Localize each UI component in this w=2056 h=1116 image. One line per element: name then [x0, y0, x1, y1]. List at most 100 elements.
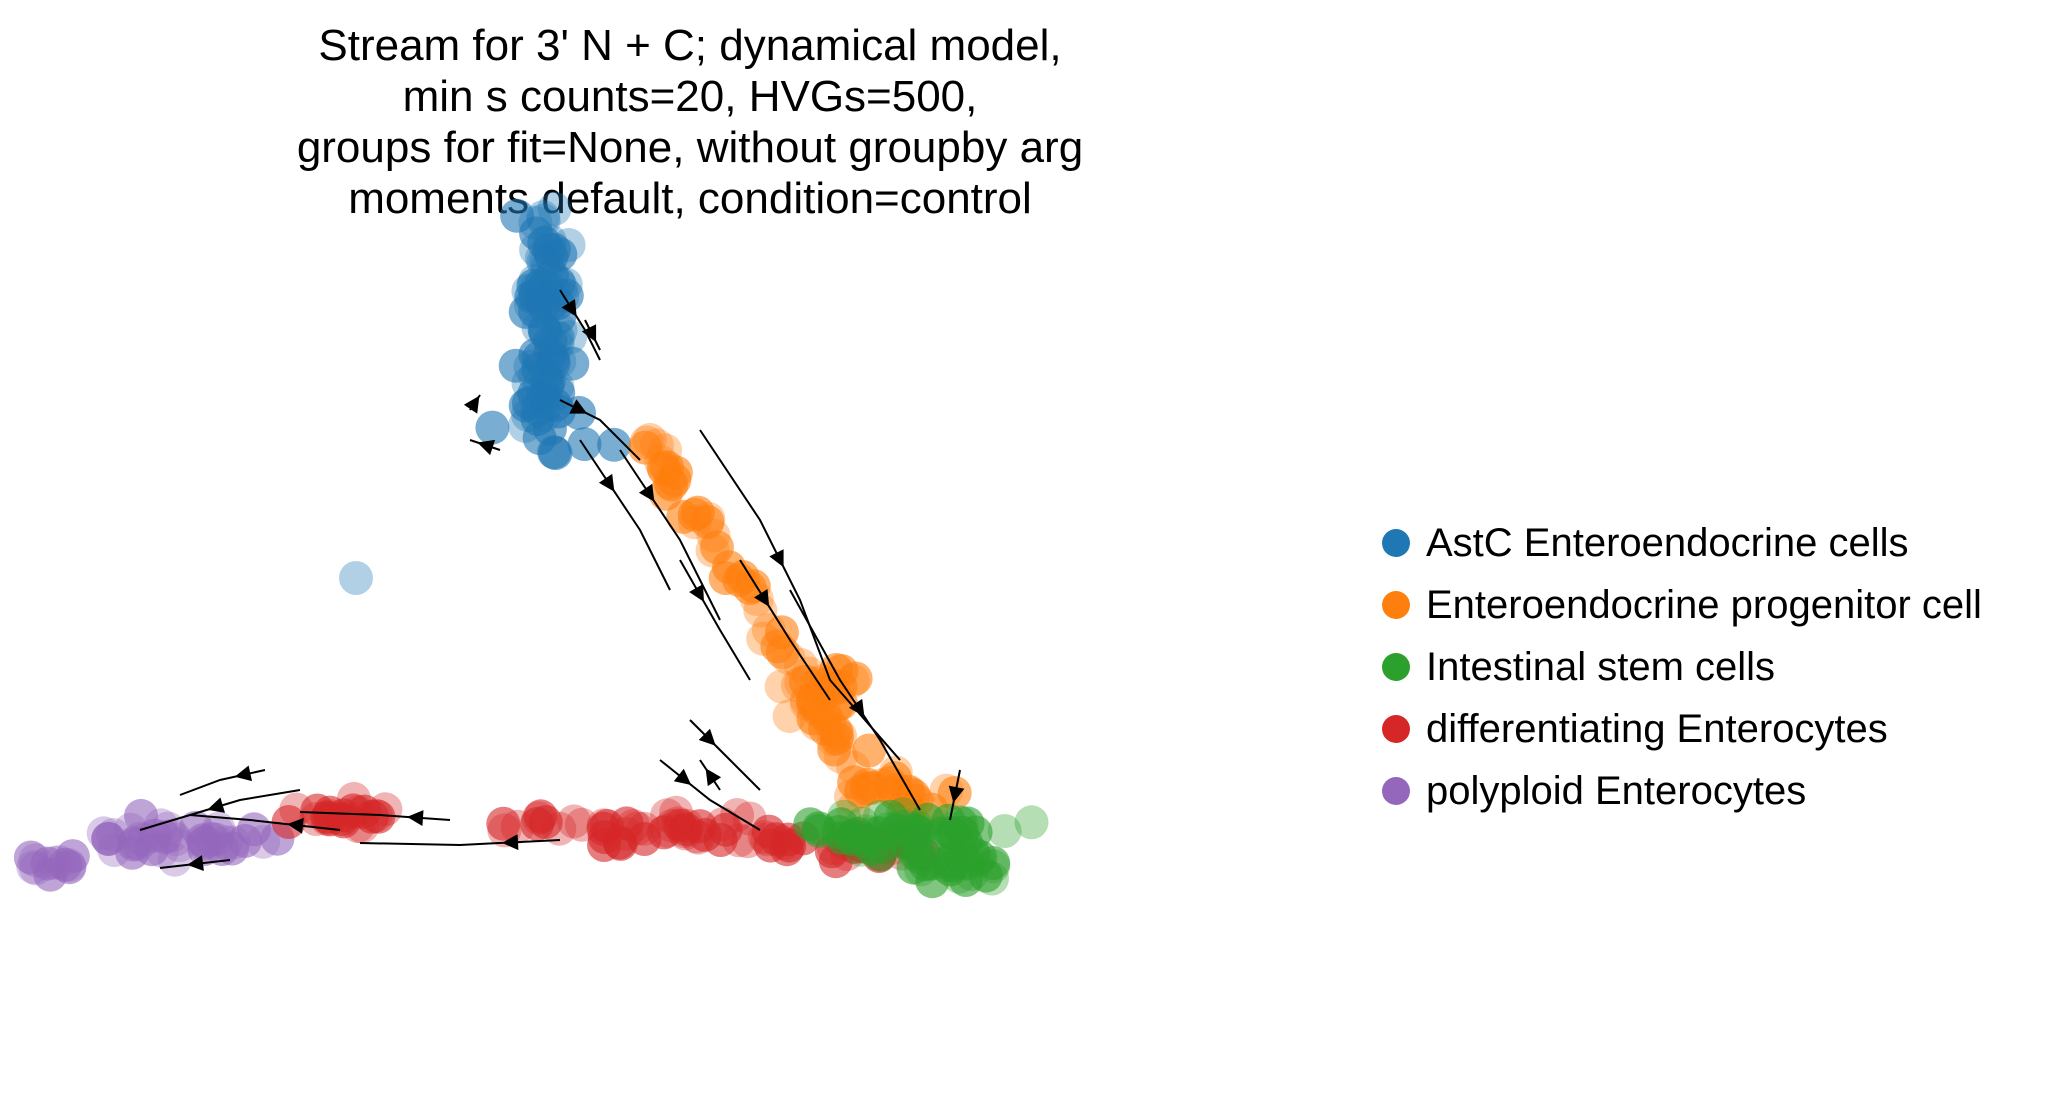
- data-point: [753, 828, 788, 863]
- legend-swatch: [1382, 591, 1410, 619]
- data-point: [205, 832, 239, 866]
- data-point: [528, 398, 562, 433]
- streamline: [299, 811, 451, 821]
- data-point: [904, 852, 938, 887]
- stream-arrowhead: [705, 768, 722, 787]
- streamline: [679, 559, 751, 681]
- data-point: [987, 814, 1022, 848]
- data-point: [933, 852, 968, 887]
- data-point: [300, 793, 335, 828]
- stream-arrowhead: [234, 765, 252, 782]
- stream-arrowhead: [754, 589, 770, 607]
- velocity-streamlines: [139, 289, 965, 871]
- title-line: moments default, condition=control: [348, 174, 1032, 223]
- data-point: [538, 387, 573, 422]
- data-point: [55, 839, 90, 874]
- stream-arrowhead: [698, 728, 716, 746]
- data-point: [823, 719, 858, 754]
- stream-arrowhead: [848, 698, 865, 717]
- data-point: [677, 497, 712, 532]
- data-point: [16, 850, 51, 885]
- streamline: [179, 769, 266, 796]
- data-point: [536, 341, 570, 376]
- stream-arrowhead: [407, 810, 424, 826]
- title-line: groups for fit=None, without groupby arg: [296, 123, 1084, 172]
- stream-arrowhead: [948, 785, 965, 803]
- legend-swatch: [1382, 529, 1410, 557]
- stream-arrowhead: [673, 768, 692, 785]
- scatter-points: [13, 191, 1049, 899]
- data-point: [746, 621, 781, 656]
- data-point: [486, 806, 521, 841]
- data-point: [852, 733, 887, 768]
- data-point: [116, 827, 151, 862]
- stream-arrowhead: [463, 395, 480, 414]
- data-point: [765, 635, 800, 670]
- legend-swatch: [1382, 715, 1410, 743]
- legend-swatch: [1382, 653, 1410, 681]
- stream-arrowhead: [769, 549, 784, 568]
- legend-label: Enteroendocrine progenitor cell: [1426, 582, 1982, 627]
- data-point: [339, 561, 373, 595]
- chart-title: Stream for 3' N + C; dynamical model, mi…: [140, 20, 1240, 224]
- stream-arrowhead: [561, 299, 577, 317]
- data-point: [620, 811, 655, 846]
- data-point: [976, 849, 1011, 884]
- data-point: [658, 455, 693, 490]
- data-point: [650, 813, 684, 848]
- data-point: [537, 191, 572, 226]
- legend-item: Enteroendocrine progenitor cell: [1382, 574, 1982, 636]
- data-point: [589, 809, 624, 843]
- data-point: [527, 270, 562, 305]
- data-point: [802, 813, 836, 848]
- stream-arrowhead: [187, 855, 204, 871]
- title-line: min s counts=20, HVGs=500,: [402, 72, 978, 121]
- data-point: [526, 203, 561, 238]
- data-point: [91, 821, 126, 856]
- data-point: [567, 427, 602, 462]
- data-point: [629, 425, 664, 460]
- data-point: [520, 806, 555, 841]
- streamline: [189, 814, 341, 831]
- data-point: [627, 811, 662, 846]
- stream-arrowhead: [569, 399, 588, 414]
- data-point: [508, 388, 543, 423]
- data-point: [18, 843, 53, 878]
- data-point: [668, 816, 703, 851]
- streamline: [739, 559, 831, 701]
- streamline: [619, 449, 721, 621]
- stream-arrowhead: [581, 324, 597, 343]
- data-point: [783, 648, 818, 682]
- data-point: [522, 392, 557, 427]
- stream-arrowhead: [502, 834, 519, 851]
- legend-item: differentiating Enterocytes: [1382, 698, 1982, 760]
- stream-arrowhead: [689, 584, 704, 602]
- data-point: [840, 816, 875, 851]
- legend-item: AstC Enteroendocrine cells: [1382, 512, 1982, 574]
- data-point: [872, 765, 907, 800]
- stream-arrowhead: [598, 473, 615, 492]
- data-point: [772, 699, 807, 734]
- data-point: [722, 823, 757, 858]
- data-point: [519, 392, 554, 426]
- legend-swatch: [1382, 777, 1410, 805]
- data-point: [910, 802, 945, 837]
- data-point: [526, 200, 561, 235]
- legend-label: AstC Enteroendocrine cells: [1426, 520, 1909, 565]
- data-point: [336, 793, 371, 828]
- data-point: [537, 435, 572, 470]
- data-point: [764, 669, 799, 704]
- legend-label: Intestinal stem cells: [1426, 644, 1776, 689]
- data-point: [498, 348, 533, 383]
- stream-arrowhead: [477, 439, 496, 456]
- legend-item: Intestinal stem cells: [1382, 636, 1982, 698]
- stream-arrowhead: [207, 797, 225, 813]
- legend-label: polyploid Enterocytes: [1426, 768, 1807, 813]
- data-point: [535, 258, 569, 293]
- stream-arrowhead: [287, 817, 304, 834]
- data-point: [712, 550, 746, 585]
- data-point: [475, 410, 510, 445]
- data-point: [519, 216, 554, 251]
- legend: AstC Enteroendocrine cells Enteroendocri…: [1382, 512, 1982, 822]
- data-point: [162, 828, 197, 863]
